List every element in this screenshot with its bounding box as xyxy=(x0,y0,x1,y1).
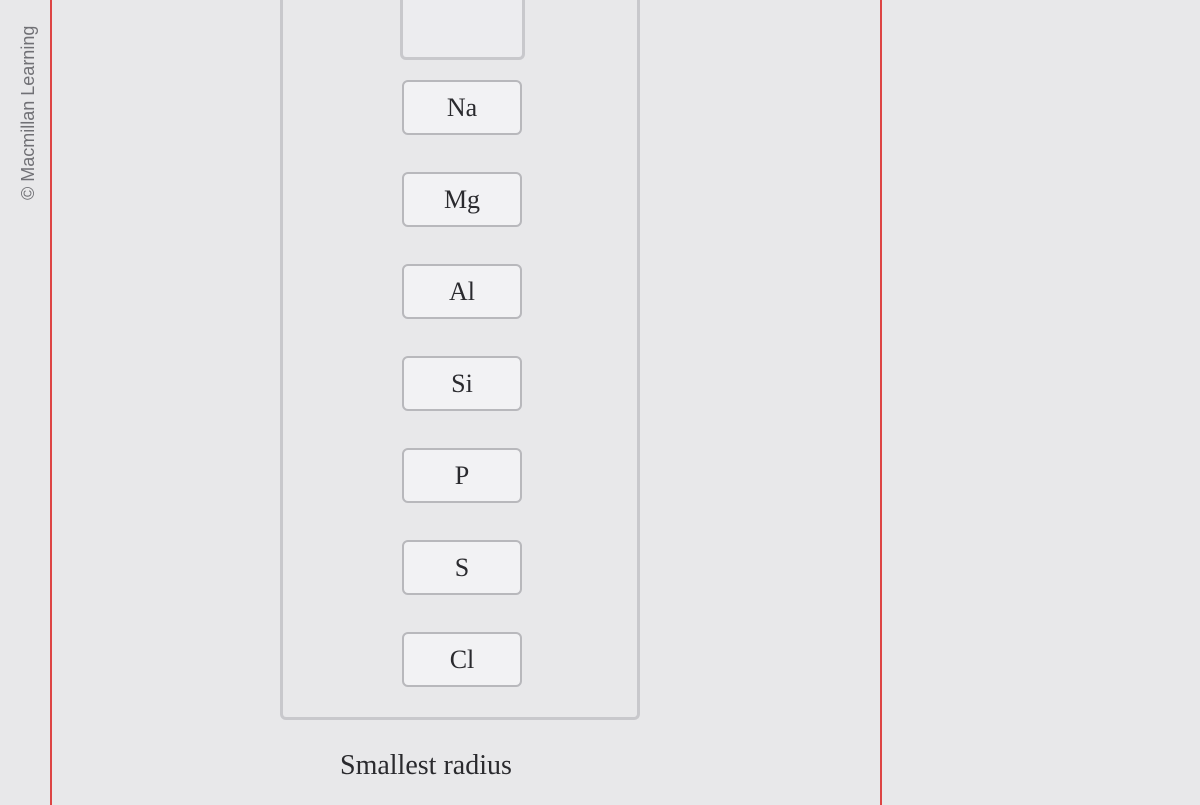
left-margin-line xyxy=(50,0,52,805)
right-margin-line xyxy=(880,0,882,805)
copyright-label: © Macmillan Learning xyxy=(18,26,39,200)
element-tile-cl[interactable]: Cl xyxy=(402,632,522,687)
element-tile-na[interactable]: Na xyxy=(402,80,522,135)
element-tile-p[interactable]: P xyxy=(402,448,522,503)
smallest-radius-label: Smallest radius xyxy=(340,750,512,782)
element-tile-al[interactable]: Al xyxy=(402,264,522,319)
element-tile-mg[interactable]: Mg xyxy=(402,172,522,227)
element-tile-si[interactable]: Si xyxy=(402,356,522,411)
element-tile-s[interactable]: S xyxy=(402,540,522,595)
drop-zone-slot[interactable] xyxy=(400,0,525,60)
